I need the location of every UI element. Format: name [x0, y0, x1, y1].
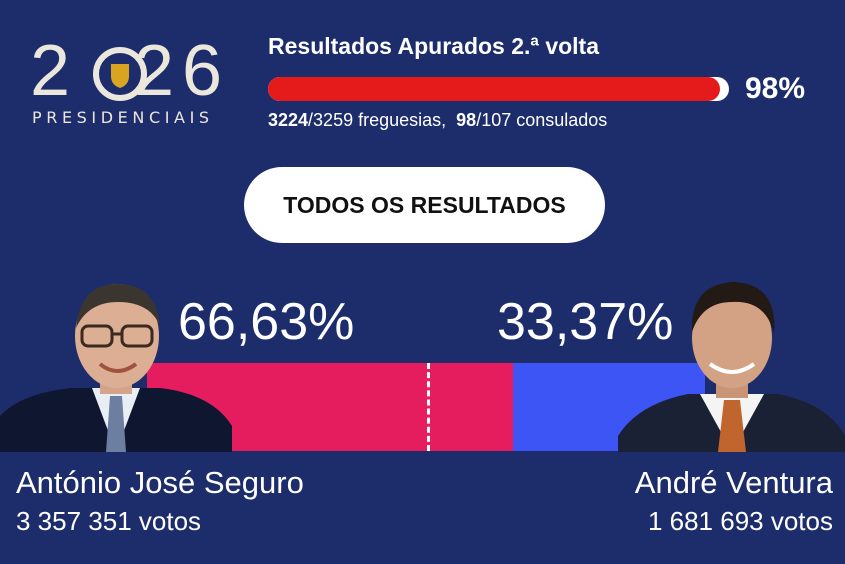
counting-details: 3224/3259 freguesias, 98/107 consulados	[268, 110, 607, 131]
presidenciais-2026-logo: 2 0 2 6 PRESIDENCIAIS	[30, 32, 240, 130]
counting-progress-percent: 98%	[745, 72, 806, 105]
parishes-counted: 3224	[268, 110, 309, 130]
logo-year: 2 0 2 6	[30, 32, 240, 110]
all-results-button[interactable]: TODOS OS RESULTADOS	[244, 167, 605, 243]
right-candidate-votes: 1 681 693 votos	[647, 506, 833, 536]
consulates-total: /107 consulados	[476, 110, 608, 130]
results-title: Resultados Apurados 2.ª volta	[268, 33, 600, 59]
right-candidate-percent: 33,37%	[497, 293, 674, 351]
parishes-total: /3259 freguesias,	[308, 110, 447, 130]
left-candidate-name: António José Seguro	[16, 465, 304, 500]
right-candidate-photo	[618, 282, 845, 452]
logo-digit-6: 6	[182, 31, 223, 111]
right-candidate-name: André Ventura	[634, 465, 833, 500]
left-candidate-percent: 66,63%	[178, 293, 355, 351]
logo-subtitle: PRESIDENCIAIS	[32, 108, 214, 127]
logo-digit-2b: 2	[134, 31, 175, 111]
logo-shield-icon	[93, 47, 147, 101]
counting-progress-fill	[268, 77, 720, 101]
majority-divider-line	[427, 363, 430, 451]
counting-progress-bar	[268, 77, 729, 101]
logo-digit-2: 2	[30, 31, 71, 111]
left-candidate-votes: 3 357 351 votos	[16, 506, 202, 536]
left-candidate-photo	[0, 284, 232, 452]
consulates-counted: 98	[456, 110, 477, 130]
